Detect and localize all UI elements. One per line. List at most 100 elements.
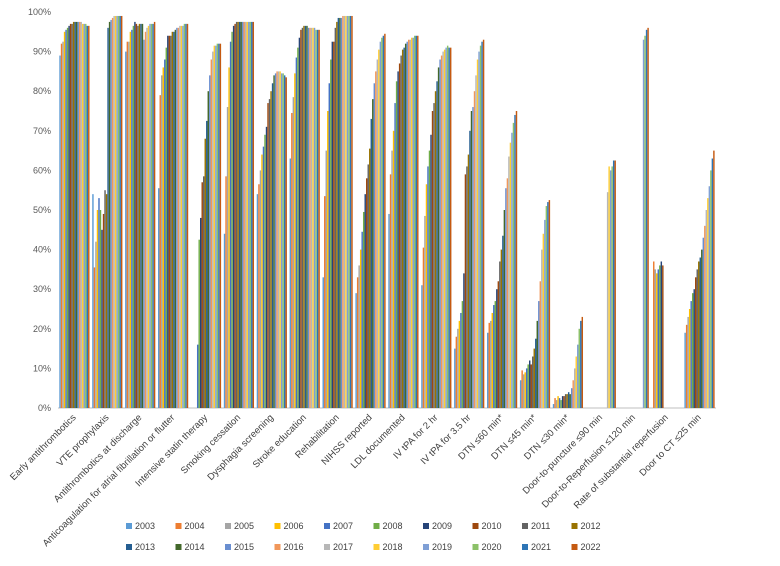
bar-2022-cat-2 bbox=[153, 21, 156, 409]
bar-2021-cat-1 bbox=[119, 15, 121, 409]
bar-2021-cat-10 bbox=[415, 35, 417, 408]
bar-2015-cat-10 bbox=[406, 41, 408, 408]
bar-2006-cat-9 bbox=[359, 249, 362, 408]
bar-2012-cat-4 bbox=[204, 138, 206, 408]
bar-2022-cat-11 bbox=[449, 47, 452, 408]
bar-2012-cat-8 bbox=[336, 21, 338, 409]
bar-2019-cat-12 bbox=[478, 51, 480, 408]
bar-2013-cat-2 bbox=[140, 23, 142, 408]
bar-2007-cat-0 bbox=[65, 29, 67, 408]
bar-2003-cat-5 bbox=[223, 233, 226, 408]
bar-2006-cat-13 bbox=[491, 312, 493, 408]
legend-swatch bbox=[423, 523, 429, 529]
legend-swatch bbox=[324, 523, 330, 529]
bar-2015-cat-0 bbox=[77, 21, 79, 409]
bar-2014-cat-0 bbox=[75, 21, 78, 409]
bar-2010-cat-0 bbox=[69, 23, 72, 408]
bar-2014-cat-12 bbox=[470, 111, 473, 408]
bar-2010-cat-4 bbox=[201, 182, 203, 408]
bar-2021-cat-17 bbox=[645, 29, 648, 408]
bar-2009-cat-12 bbox=[463, 273, 465, 408]
bar-2006-cat-12 bbox=[458, 320, 461, 408]
bar-2007-cat-5 bbox=[229, 41, 232, 408]
bar-2006-cat-3 bbox=[162, 67, 164, 408]
bar-2018-cat-16 bbox=[608, 166, 610, 408]
bar-2004-cat-11 bbox=[422, 247, 425, 408]
bar-2004-cat-3 bbox=[159, 95, 161, 408]
bar-2014-cat-6 bbox=[273, 75, 275, 409]
bar-2015-cat-1 bbox=[110, 19, 112, 408]
bar-2016-cat-14 bbox=[539, 281, 542, 408]
bar-2019-cat-2 bbox=[149, 23, 151, 408]
bar-2016-cat-3 bbox=[177, 27, 180, 409]
bar-2017-cat-13 bbox=[508, 156, 510, 408]
bar-2005-cat-0 bbox=[62, 41, 64, 408]
bar-2016-cat-13 bbox=[506, 178, 509, 408]
bar-2003-cat-2 bbox=[125, 51, 127, 408]
bar-2013-cat-15 bbox=[567, 392, 570, 408]
bar-2015-cat-11 bbox=[439, 59, 441, 409]
bar-2018-cat-19 bbox=[707, 198, 709, 408]
y-tick-label: 60% bbox=[33, 165, 51, 175]
bar-2013-cat-6 bbox=[271, 83, 274, 408]
bar-2021-cat-6 bbox=[283, 75, 286, 409]
legend-item: 2004 bbox=[175, 521, 205, 531]
legend-label: 2017 bbox=[333, 542, 353, 552]
bar-2007-cat-14 bbox=[525, 368, 528, 408]
bar-2011-cat-19 bbox=[696, 269, 698, 408]
bar-2016-cat-7 bbox=[309, 27, 311, 409]
bar-2015-cat-13 bbox=[505, 188, 507, 408]
legend-item: 2021 bbox=[522, 542, 551, 552]
bar-2012-cat-3 bbox=[171, 31, 174, 409]
bar-2015-cat-2 bbox=[143, 39, 145, 408]
legend-item: 2008 bbox=[373, 521, 403, 531]
legend-item: 2009 bbox=[423, 521, 452, 531]
bar-2014-cat-14 bbox=[536, 320, 538, 408]
bar-2017-cat-4 bbox=[212, 51, 214, 408]
bar-2020-cat-10 bbox=[414, 35, 416, 408]
bar-2013-cat-13 bbox=[502, 235, 504, 408]
bar-2006-cat-18 bbox=[656, 273, 658, 408]
bar-2021-cat-16 bbox=[612, 160, 615, 408]
bar-2014-cat-11 bbox=[437, 67, 440, 408]
bar-2010-cat-13 bbox=[497, 281, 500, 408]
bar-2010-cat-2 bbox=[135, 23, 138, 408]
bar-2010-cat-14 bbox=[530, 364, 532, 408]
bar-2019-cat-6 bbox=[280, 73, 283, 408]
bar-2017-cat-1 bbox=[113, 15, 115, 409]
bar-2014-cat-4 bbox=[207, 91, 209, 408]
bar-2008-cat-5 bbox=[231, 31, 233, 409]
bar-2007-cat-9 bbox=[361, 231, 363, 408]
bar-2011-cat-9 bbox=[367, 164, 369, 408]
legend-label: 2010 bbox=[482, 521, 502, 531]
bar-2010-cat-18 bbox=[662, 265, 664, 408]
legend: 2003 2004 2005 2006 2007 2008 2009 2010 2011 2012… bbox=[126, 521, 601, 552]
legend-label: 2011 bbox=[531, 521, 550, 531]
bar-2020-cat-15 bbox=[578, 328, 580, 408]
bar-2018-cat-10 bbox=[411, 37, 413, 409]
legend-swatch bbox=[274, 544, 281, 550]
bar-2021-cat-9 bbox=[382, 35, 385, 408]
bar-2012-cat-10 bbox=[401, 49, 404, 409]
legend-label: 2012 bbox=[581, 521, 601, 531]
bar-2020-cat-7 bbox=[315, 29, 317, 408]
bar-2020-cat-6 bbox=[282, 73, 284, 408]
bar-2017-cat-11 bbox=[442, 51, 444, 408]
bar-2009-cat-6 bbox=[265, 126, 268, 408]
bar-2007-cat-10 bbox=[394, 103, 396, 408]
bar-2005-cat-9 bbox=[358, 265, 360, 408]
bar-2014-cat-2 bbox=[141, 23, 144, 408]
bar-2022-cat-13 bbox=[515, 111, 518, 408]
bar-2007-cat-13 bbox=[493, 305, 495, 408]
bar-2003-cat-19 bbox=[684, 332, 686, 408]
bar-2008-cat-1 bbox=[99, 210, 102, 408]
legend-label: 2013 bbox=[135, 542, 155, 552]
bar-2007-cat-3 bbox=[164, 59, 166, 409]
bar-2004-cat-8 bbox=[324, 196, 326, 408]
bar-2021-cat-7 bbox=[316, 29, 319, 408]
legend-swatch bbox=[126, 544, 132, 550]
legend-swatch bbox=[571, 523, 578, 529]
bar-2013-cat-10 bbox=[403, 47, 405, 408]
bar-2022-cat-6 bbox=[285, 77, 287, 408]
bar-2018-cat-3 bbox=[180, 25, 183, 409]
